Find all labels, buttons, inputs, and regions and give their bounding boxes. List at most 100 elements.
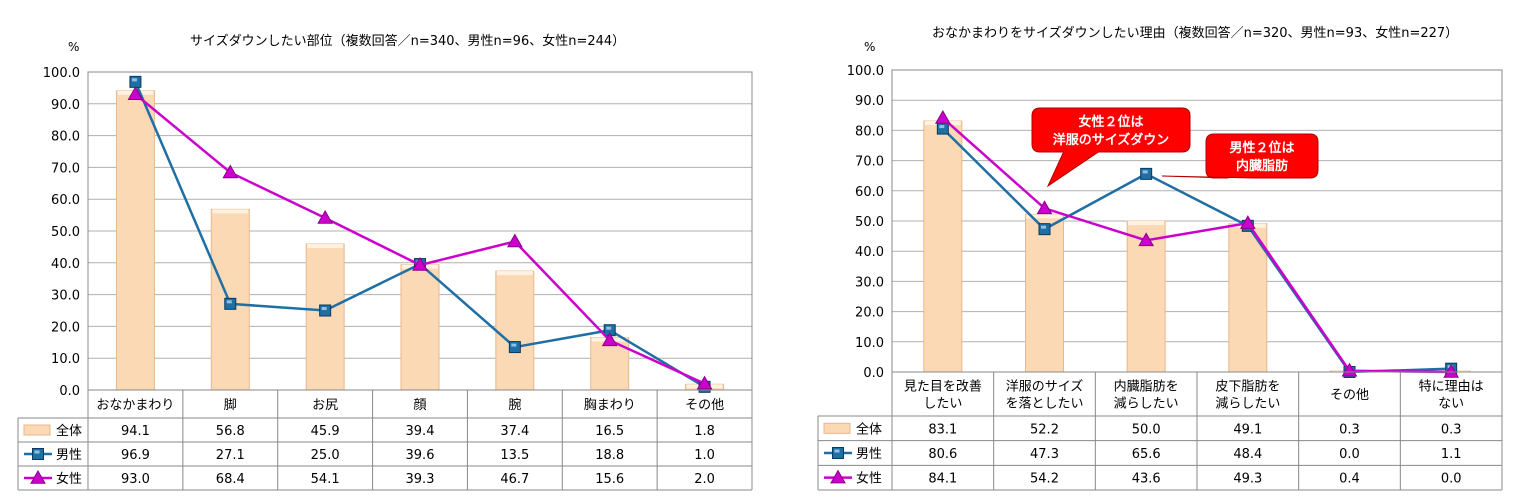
- category-label: を落としたい: [1005, 397, 1083, 412]
- y-tick-label: 30.0: [51, 289, 80, 304]
- bar: [400, 264, 440, 391]
- category-label: 顔: [413, 398, 426, 413]
- table-cell: 80.6: [928, 447, 957, 462]
- y-tick-label: 50.0: [855, 215, 884, 230]
- y-tick-label: 70.0: [51, 161, 80, 176]
- table-cell: 16.5: [595, 424, 624, 439]
- legend-label: 男性: [856, 447, 882, 462]
- legend-key-bar: [823, 422, 851, 434]
- table-cell: 50.0: [1132, 422, 1161, 437]
- table-cell: 39.6: [406, 448, 435, 463]
- y-tick-label: 0.0: [59, 384, 80, 399]
- table-cell: 0.3: [1339, 422, 1360, 437]
- male-series: [936, 122, 1458, 378]
- table-cell: 48.4: [1233, 447, 1262, 462]
- y-tick-label: 0.0: [863, 366, 884, 381]
- table-cell: 49.3: [1233, 472, 1262, 487]
- bar-series: [923, 120, 1471, 373]
- point-marker: [1036, 200, 1053, 215]
- table-cell: 39.3: [406, 472, 435, 487]
- y-tick-label: 40.0: [855, 245, 884, 260]
- table-cell: 25.0: [311, 448, 340, 463]
- point-marker-highlight: [1041, 225, 1046, 229]
- category-label: おなかまわり: [96, 398, 174, 413]
- table-cell: 43.6: [1132, 472, 1161, 487]
- legend-key-marker: [32, 448, 44, 460]
- callout-text: 女性２位は: [1078, 114, 1143, 130]
- legend-key-marker: [830, 469, 846, 484]
- point-marker: [1239, 215, 1256, 229]
- data-table: 見た目を改善したい洋服のサイズを落としたい内臓脂肪を減らしたい皮下脂肪を減らした…: [817, 371, 1503, 491]
- point-marker: [508, 341, 521, 354]
- table-cell: 0.4: [1339, 472, 1360, 487]
- bar: [1228, 223, 1268, 373]
- point-marker: [506, 233, 523, 248]
- callout-text: 洋服のサイズダウン: [1053, 132, 1170, 148]
- female-series: [127, 86, 713, 390]
- bar-top-highlight: [212, 209, 249, 214]
- table-cell: 15.6: [595, 472, 624, 487]
- bar-top-highlight: [1026, 214, 1063, 219]
- y-tick-label: 90.0: [855, 94, 884, 109]
- category-label: ない: [1438, 397, 1464, 412]
- table-cell: 18.8: [595, 448, 624, 463]
- category-label: お尻: [312, 398, 338, 413]
- y-tick-label: 80.0: [51, 130, 80, 145]
- table-cell: 47.3: [1030, 447, 1059, 462]
- table-cell: 68.4: [216, 472, 245, 487]
- point-marker-highlight: [1142, 170, 1148, 174]
- table-cell: 84.1: [928, 472, 957, 487]
- y-tick-label: 80.0: [855, 124, 884, 139]
- bar: [305, 243, 345, 391]
- chart-panel-reasons: おなかまわりをサイズダウンしたい理由（複数回答／n=320、男性n=93、女性n…: [760, 0, 1516, 504]
- category-label: 皮下脂肪を: [1215, 379, 1280, 395]
- legend-label: 全体: [856, 421, 882, 437]
- table-cell: 27.1: [216, 448, 245, 463]
- legend-label: 全体: [56, 423, 82, 439]
- table-cell: 1.8: [694, 424, 715, 439]
- point-marker: [601, 332, 618, 347]
- table-cell: 96.9: [121, 448, 150, 463]
- y-tick-label: 30.0: [855, 275, 884, 290]
- category-label: 胸まわり: [584, 398, 636, 413]
- y-tick-label: 50.0: [51, 225, 80, 240]
- table-cell: 52.2: [1030, 422, 1059, 437]
- y-tick-label: 100.0: [43, 66, 80, 81]
- point-marker: [317, 209, 334, 224]
- callout-text: 男性２位は: [1229, 140, 1294, 156]
- table-cell: 65.6: [1132, 447, 1161, 462]
- table-cell: 2.0: [694, 472, 715, 487]
- callout-bubble: [1161, 133, 1319, 179]
- point-marker: [127, 86, 144, 101]
- point-marker: [1140, 167, 1153, 180]
- table-cell: 56.8: [216, 424, 245, 439]
- bar-top-highlight: [307, 244, 344, 249]
- legend-label: 女性: [856, 471, 882, 487]
- y-tick-label: 10.0: [51, 352, 80, 367]
- legend-key-marker: [30, 469, 46, 484]
- table-cell: 45.9: [311, 424, 340, 439]
- gridlines: 100.0 90.0 80.0 70.0 60.0 50.0 40.0 30.0 20.0 10.…: [847, 64, 1502, 381]
- female-series: [934, 110, 1460, 378]
- table-cell: 37.4: [500, 424, 529, 439]
- point-marker-highlight: [939, 125, 945, 129]
- category-label: 見た目を改善: [904, 379, 982, 395]
- y-tick-label: 10.0: [855, 336, 884, 351]
- point-marker: [1138, 232, 1155, 247]
- point-marker: [934, 110, 951, 124]
- point-marker: [319, 304, 332, 317]
- table-cell: 1.0: [694, 448, 715, 463]
- table-cell: 1.1: [1441, 447, 1462, 462]
- category-label: 減らしたい: [1114, 396, 1179, 412]
- legend-label: 男性: [56, 448, 82, 463]
- point-marker: [1038, 223, 1051, 236]
- point-marker: [412, 257, 428, 271]
- bar: [115, 90, 155, 391]
- point-marker-highlight: [606, 326, 612, 330]
- y-tick-label: 40.0: [51, 257, 80, 272]
- point-marker: [222, 164, 239, 179]
- table-cell: 46.7: [500, 472, 529, 487]
- bar: [923, 120, 963, 373]
- category-label: 洋服のサイズ: [1006, 379, 1084, 395]
- y-tick-label: 60.0: [51, 193, 80, 208]
